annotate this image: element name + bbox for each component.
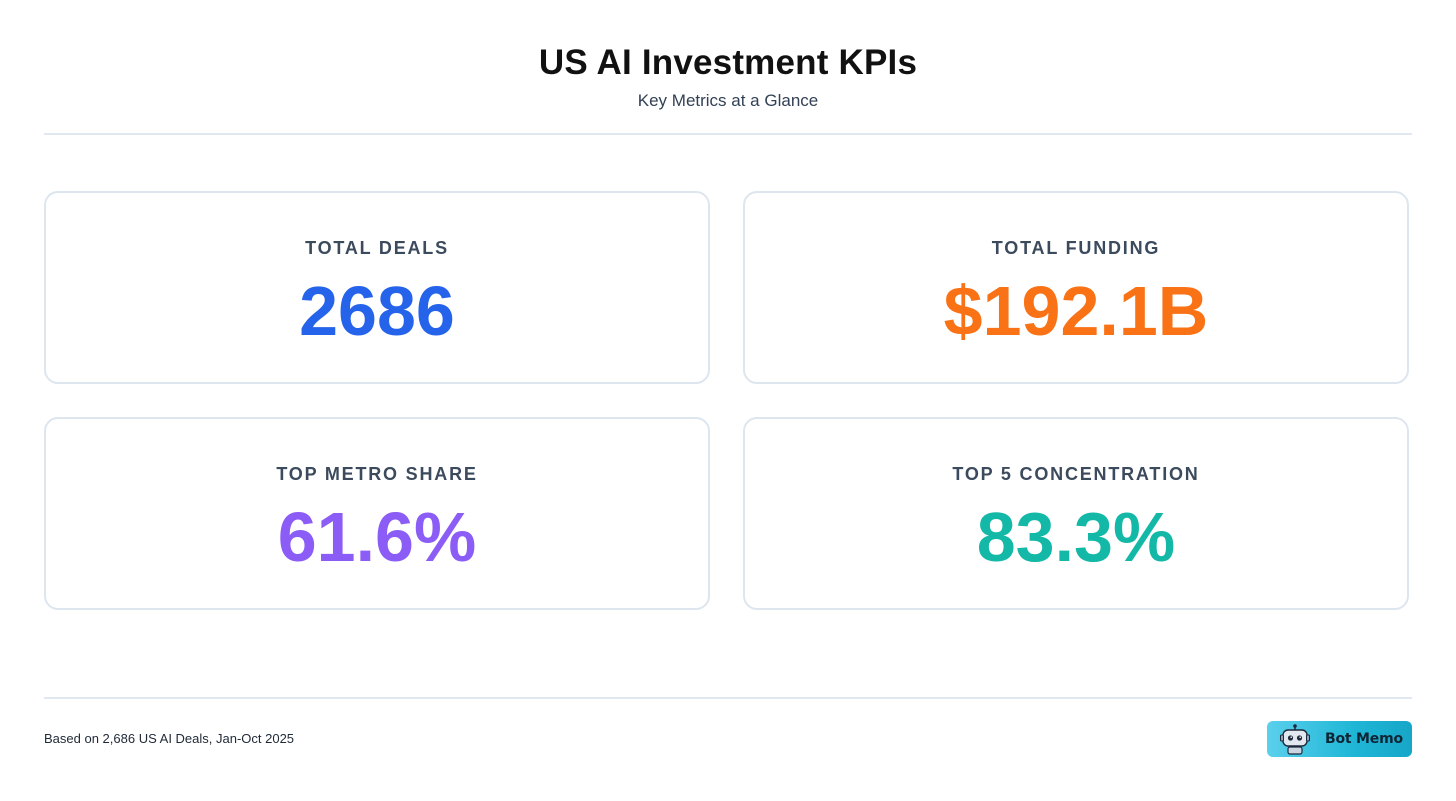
kpi-label: TOTAL DEALS	[305, 238, 449, 258]
kpi-card-total-deals: TOTAL DEALS 2686	[44, 191, 710, 384]
kpi-label: TOTAL FUNDING	[991, 238, 1161, 258]
brand-name: Bot Memo	[1325, 731, 1403, 747]
kpi-value: 61.6%	[277, 498, 477, 576]
page-title: US AI Investment KPIs	[538, 43, 918, 82]
kpi-value: $192.1B	[943, 272, 1209, 350]
kpi-label: TOP METRO SHARE	[276, 464, 478, 484]
footer-source-note: Based on 2,686 US AI Deals, Jan-Oct 2025	[44, 731, 295, 746]
robot-icon	[1280, 724, 1310, 755]
brand-badge: Bot Memo	[1267, 721, 1412, 757]
page-subtitle: Key Metrics at a Glance	[637, 91, 819, 110]
header-divider	[44, 133, 1412, 135]
kpi-value: 2686	[299, 272, 455, 350]
kpi-card-total-funding: TOTAL FUNDING $192.1B	[743, 191, 1409, 384]
kpi-value: 83.3%	[976, 498, 1176, 576]
footer-divider	[44, 697, 1412, 699]
kpi-label: TOP 5 CONCENTRATION	[952, 464, 1200, 484]
kpi-card-top-metro-share: TOP METRO SHARE 61.6%	[44, 417, 710, 610]
kpi-card-top-5-concentration: TOP 5 CONCENTRATION 83.3%	[743, 417, 1409, 610]
